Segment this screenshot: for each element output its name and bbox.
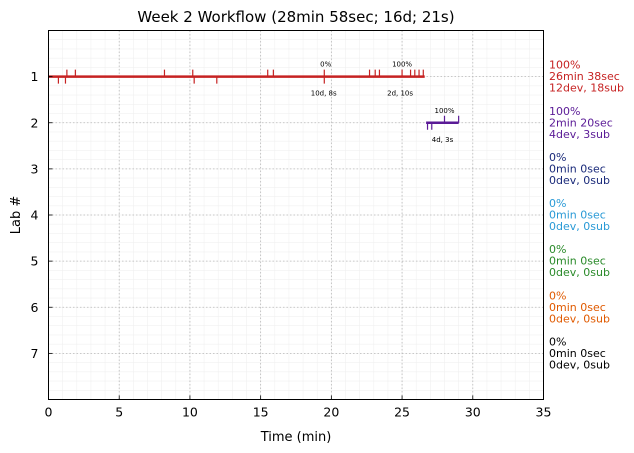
y-tick-label: 2: [31, 115, 39, 130]
chart-title: Week 2 Workflow (28min 58sec; 16d; 21s): [137, 8, 454, 26]
lab-7-summary-line: 0min 0sec: [549, 347, 606, 360]
lab-5-summary-line: 0min 0sec: [549, 255, 606, 268]
lab-2-summary-line: 100%: [549, 105, 580, 118]
x-tick-label: 35: [536, 405, 552, 420]
lab-2-summary-line: 2min 20sec: [549, 116, 613, 129]
lab-6-summary-line: 0min 0sec: [549, 301, 606, 314]
lab-1-summary-line: 26min 38sec: [549, 70, 620, 83]
lab-2-milestone-percent: 100%: [434, 107, 454, 115]
x-tick-label: 10: [182, 405, 198, 420]
lab-2-summary-line: 4dev, 3sub: [549, 128, 610, 141]
lab-1-milestone-percent: 0%: [320, 61, 331, 69]
y-tick-label: 6: [31, 300, 39, 315]
y-axis-label: Lab #: [9, 196, 24, 235]
lab-1-summary-line: 12dev, 18sub: [549, 82, 624, 95]
x-tick-label: 20: [323, 405, 339, 420]
lab-4-summary-line: 0%: [549, 197, 566, 210]
lab-4-summary-line: 0min 0sec: [549, 209, 606, 222]
y-tick-label: 1: [31, 69, 39, 84]
lab-4-summary-line: 0dev, 0sub: [549, 220, 610, 233]
lab-5-summary-line: 0%: [549, 243, 566, 256]
x-tick-label: 30: [465, 405, 481, 420]
grid: [48, 30, 544, 400]
lab-6-summary-line: 0%: [549, 289, 566, 302]
plot-area: 0% 10d, 8s 100% 2d, 10s 100% 4d, 3s: [48, 61, 460, 144]
lab-6-summary-line: 0dev, 0sub: [549, 312, 610, 325]
lab-3-summary-line: 0dev, 0sub: [549, 174, 610, 187]
x-axis-label: Time (min): [260, 430, 332, 445]
lab-7-summary-line: 0%: [549, 335, 566, 348]
lab-1-milestone-detail: 10d, 8s: [311, 90, 337, 98]
x-tick-label: 0: [45, 405, 53, 420]
y-tick-label: 5: [31, 254, 39, 269]
lab-2-milestone-detail: 4d, 3s: [432, 136, 454, 144]
x-tick-label: 15: [253, 405, 269, 420]
lab-3-summary-line: 0%: [549, 151, 566, 164]
lab-1-milestone-percent: 100%: [392, 61, 412, 69]
lab-1-milestone-detail: 2d, 10s: [387, 90, 413, 98]
x-tick-label: 5: [115, 405, 123, 420]
y-tick-label: 7: [31, 346, 39, 361]
lab-1-summary-line: 100%: [549, 59, 580, 72]
axes: 0 5 10 15 20 25 30 35 1 2 3 4 5 6 7: [31, 69, 552, 419]
y-tick-label: 3: [31, 161, 39, 176]
y-tick-label: 4: [31, 208, 39, 223]
lab-7-summary-line: 0dev, 0sub: [549, 358, 610, 371]
lab-5-summary-line: 0dev, 0sub: [549, 266, 610, 279]
x-tick-label: 25: [394, 405, 410, 420]
lab-3-summary-line: 0min 0sec: [549, 162, 606, 175]
